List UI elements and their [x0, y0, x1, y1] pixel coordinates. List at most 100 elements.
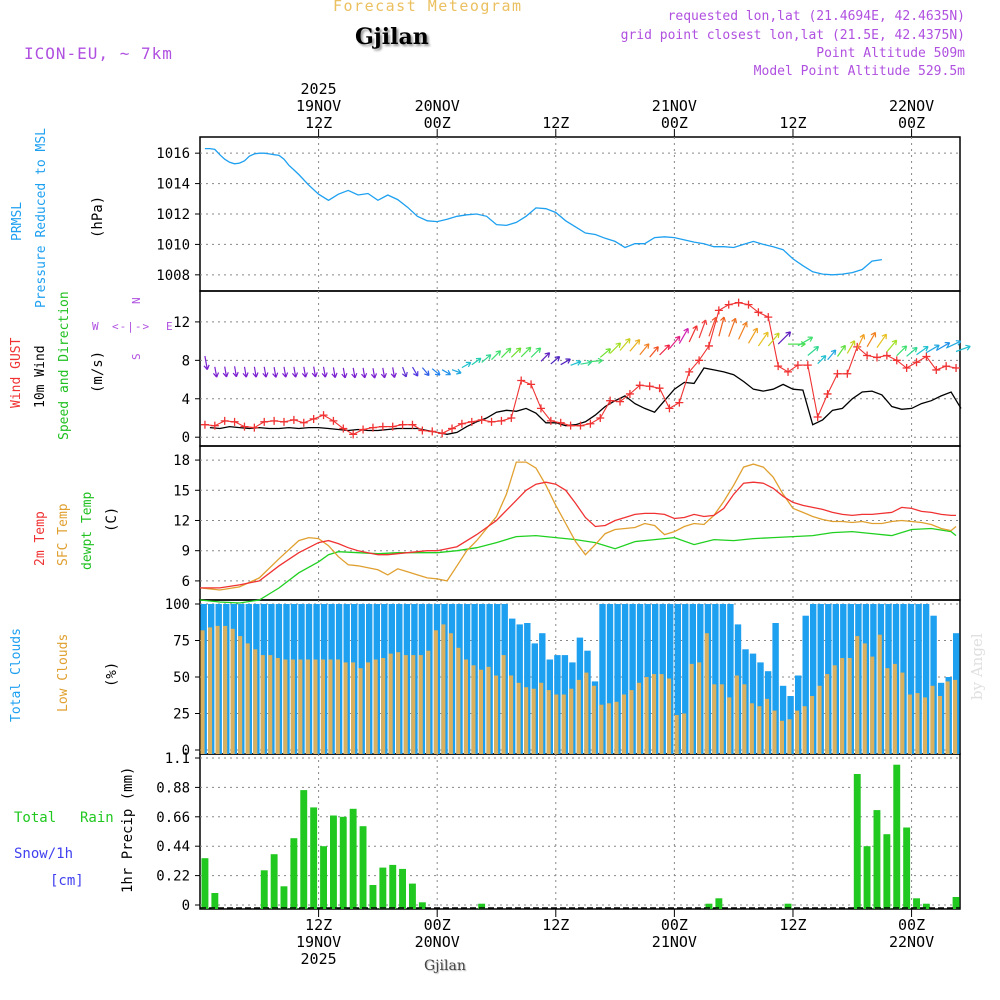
total-cloud-bar: [599, 604, 606, 754]
gust-marker: [448, 424, 457, 433]
total-cloud-bar: [779, 685, 787, 754]
gust-marker: [872, 353, 881, 362]
low-cloud-bar: [230, 628, 235, 754]
low-cloud-bar: [719, 684, 724, 754]
wind-arrow: [668, 335, 681, 349]
gust-marker: [655, 384, 664, 393]
rain-bar: [320, 846, 327, 909]
wind-arrow: [738, 321, 748, 340]
gust-marker: [418, 426, 427, 435]
gust-marker: [329, 416, 338, 425]
low-cloud-bar: [832, 665, 837, 754]
total-cloud-bar: [674, 604, 681, 754]
wind-arrow: [520, 346, 532, 358]
low-cloud-bar: [757, 706, 762, 754]
rain-bar: [409, 883, 416, 909]
wind-arrow: [619, 338, 631, 351]
bottom-axis-label: 12Z: [779, 916, 806, 934]
bottom-axis-label: 21NOV: [652, 933, 697, 951]
gust-marker: [596, 413, 605, 422]
wind-arrow: [262, 366, 269, 378]
rain-bar: [784, 903, 792, 909]
low-cloud-bar: [953, 679, 958, 754]
model-altitude: Model Point Altitude 529.5m: [753, 64, 965, 79]
gust-marker: [260, 417, 269, 426]
ytick-label: 1010: [156, 237, 190, 253]
gust-marker: [467, 417, 476, 426]
rain-bar: [300, 790, 308, 909]
rain-bar: [883, 834, 891, 909]
low-cloud-bar: [208, 627, 213, 754]
wind-arrow: [560, 358, 571, 366]
bottom-axis-label: 2025: [301, 950, 337, 968]
gust-marker: [724, 300, 733, 309]
wind-arrow: [926, 344, 940, 354]
wind-arrow: [629, 339, 641, 352]
wind-arrow: [431, 368, 441, 376]
low-cloud-bar: [659, 674, 664, 754]
wind-arrow: [767, 332, 780, 347]
wind-arrow: [301, 366, 308, 378]
rain-label: Rain: [80, 810, 114, 826]
top-axis-label: 21NOV: [652, 97, 697, 115]
wind-arrow: [609, 342, 622, 354]
low-cloud-bar: [907, 694, 912, 754]
wind-arrow: [945, 340, 962, 349]
gust-marker: [309, 414, 318, 423]
wind-arrow: [599, 348, 612, 358]
low-cloud-bar: [456, 647, 461, 754]
wind-arrow: [232, 366, 239, 378]
wind-arrow: [590, 357, 603, 364]
rain-bar: [853, 774, 861, 909]
rain-bar: [399, 868, 406, 909]
low-cloud-bar: [749, 703, 754, 754]
low-cloud-bar: [877, 634, 882, 754]
chart-marks: [199, 147, 971, 909]
wind-arrow: [698, 319, 708, 339]
low-cloud-bar: [433, 630, 438, 754]
prmsl-label-long: Pressure Reduced to MSL: [34, 127, 49, 308]
gust-marker: [882, 351, 891, 360]
bottom-axis-label: 00Z: [424, 916, 451, 934]
low-cloud-bar: [674, 715, 679, 754]
low-cloud-bar: [396, 652, 401, 754]
gust-marker: [922, 352, 931, 361]
rain-bar: [310, 807, 318, 909]
ytick-label: 1.1: [165, 751, 190, 767]
rain-bar: [715, 898, 723, 909]
low-cloud-bar: [426, 650, 431, 754]
low-cloud-bar: [817, 685, 822, 754]
rain-bar: [873, 810, 881, 909]
wind-arrow: [411, 366, 419, 377]
low-cloud-bar: [779, 720, 784, 754]
clouds-unit: (%): [104, 661, 120, 687]
low-cloud-bar: [591, 685, 596, 754]
wind-arrow: [510, 347, 522, 358]
gust-marker: [803, 361, 812, 370]
top-axis-label: 00Z: [661, 114, 688, 132]
wind-arrow: [401, 366, 408, 378]
gust-marker: [200, 420, 209, 429]
wind-arrow: [370, 368, 378, 379]
rain-bar: [903, 827, 911, 909]
wind-arrow: [955, 344, 971, 353]
wind-arrow: [331, 367, 338, 378]
gust-marker: [754, 308, 763, 317]
gust-marker: [487, 417, 496, 426]
gust-marker: [863, 351, 872, 360]
gust-marker: [744, 300, 753, 309]
rain-bar: [290, 838, 298, 909]
low-cloud-bar: [298, 659, 303, 754]
gust-marker: [319, 411, 328, 420]
low-cloud-bar: [734, 675, 739, 754]
compass-north: N: [130, 297, 143, 304]
low-cloud-bar: [539, 682, 544, 754]
wind-arrow: [461, 361, 472, 369]
low-cloud-bar: [561, 694, 566, 754]
ytick-label: 12: [173, 513, 190, 529]
wind-arrow: [688, 325, 698, 343]
gust-marker: [635, 381, 644, 390]
gust-marker: [942, 362, 951, 371]
wind-arrow: [896, 345, 908, 357]
total-cloud-bar: [614, 604, 621, 754]
